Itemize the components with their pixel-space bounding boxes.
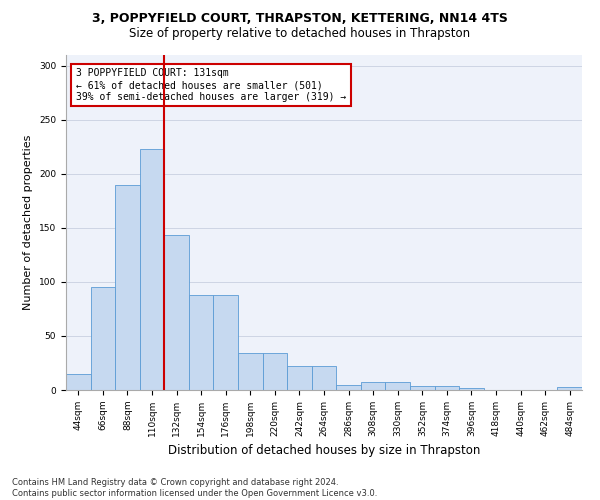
Text: 3 POPPYFIELD COURT: 131sqm
← 61% of detached houses are smaller (501)
39% of sem: 3 POPPYFIELD COURT: 131sqm ← 61% of deta… [76,68,347,102]
Bar [434,386,459,390]
Bar [263,354,287,390]
Bar [459,388,484,390]
Bar [312,366,336,390]
Bar [140,149,164,390]
Bar [410,386,434,390]
Bar [385,382,410,390]
Y-axis label: Number of detached properties: Number of detached properties [23,135,34,310]
X-axis label: Distribution of detached houses by size in Thrapston: Distribution of detached houses by size … [168,444,480,458]
Bar [336,384,361,390]
Bar [287,366,312,390]
Bar [91,288,115,390]
Text: Size of property relative to detached houses in Thrapston: Size of property relative to detached ho… [130,28,470,40]
Bar [164,236,189,390]
Bar [189,295,214,390]
Text: 3, POPPYFIELD COURT, THRAPSTON, KETTERING, NN14 4TS: 3, POPPYFIELD COURT, THRAPSTON, KETTERIN… [92,12,508,26]
Bar [214,295,238,390]
Bar [361,382,385,390]
Bar [115,184,140,390]
Bar [66,374,91,390]
Bar [238,354,263,390]
Text: Contains HM Land Registry data © Crown copyright and database right 2024.
Contai: Contains HM Land Registry data © Crown c… [12,478,377,498]
Bar [557,387,582,390]
